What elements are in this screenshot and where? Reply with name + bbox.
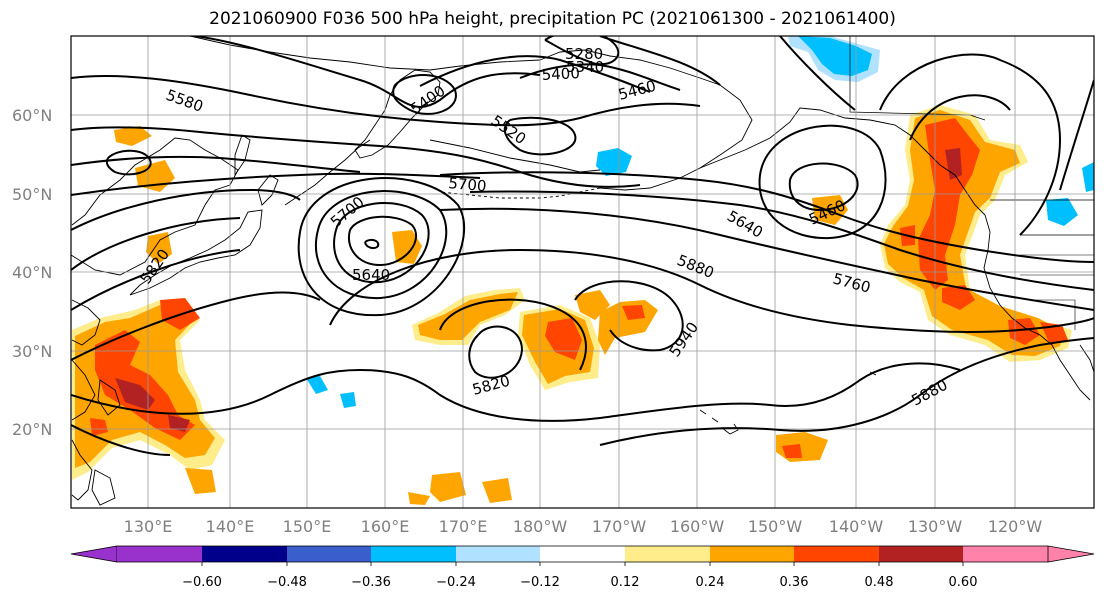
latitude-labels: 60°N 50°N 40°N 30°N 20°N — [12, 106, 52, 439]
lon-label: 140°E — [206, 517, 255, 536]
colorbar-tick-label: −0.48 — [267, 575, 307, 590]
contour-label: 5280 — [565, 45, 603, 63]
precip-fills — [72, 36, 1094, 505]
contour-label: 5880 — [908, 376, 950, 410]
lon-label: 130°W — [908, 517, 963, 536]
lon-label: 130°E — [124, 517, 173, 536]
contour-label: 5640 — [352, 266, 390, 284]
contour-label: 5700 — [448, 174, 488, 195]
colorbar-extend-low — [70, 545, 118, 563]
map-title: 2021060900 F036 500 hPa height, precipit… — [209, 9, 896, 29]
lon-label: 170°E — [439, 517, 488, 536]
lon-label: 140°W — [829, 517, 884, 536]
colorbar-swatch — [625, 546, 710, 562]
colorbar-tick-label: −0.24 — [436, 575, 476, 590]
colorbar-swatch — [540, 546, 625, 562]
contour-label: 5820 — [470, 372, 512, 399]
lat-label: 60°N — [12, 106, 52, 125]
lon-label: 160°E — [361, 517, 410, 536]
height-contours — [71, 36, 1094, 456]
colorbar-swatch — [371, 546, 456, 562]
grid — [71, 36, 1094, 508]
colorbar-tickmarks — [201, 562, 964, 566]
contour-label: 5400 — [541, 64, 580, 84]
lon-label: 120°W — [988, 517, 1043, 536]
colorbar-swatch — [963, 546, 1048, 562]
lon-label: 160°W — [670, 517, 725, 536]
colorbar-tick-label: −0.36 — [351, 575, 391, 590]
colorbar-tick-label: −0.60 — [182, 575, 222, 590]
lat-label: 50°N — [12, 185, 52, 204]
lon-label: 150°W — [748, 517, 803, 536]
colorbar-swatch — [456, 546, 540, 562]
lat-label: 40°N — [12, 263, 52, 282]
lat-label: 20°N — [12, 420, 52, 439]
colorbar-tick-label: 0.24 — [696, 575, 725, 590]
colorbar-tick-label: 0.36 — [780, 575, 809, 590]
map-frame — [70, 35, 1095, 509]
lon-label: 180°W — [513, 517, 568, 536]
contour-label: 5400 — [407, 82, 449, 119]
colorbar-tick-label: 0.12 — [611, 575, 640, 590]
longitude-labels: 130°E 140°E 150°E 160°E 170°E 180°W 170°… — [124, 517, 1043, 536]
colorbar-swatch — [117, 546, 202, 562]
colorbar-swatch — [794, 546, 879, 562]
contour-label: 5580 — [164, 86, 206, 116]
colorbar-tick-label: 0.60 — [949, 575, 978, 590]
colorbar-extend-high — [1047, 545, 1095, 563]
lon-label: 170°W — [592, 517, 647, 536]
colorbar-swatch — [202, 546, 287, 562]
coastlines — [71, 36, 1094, 506]
colorbar-tick-label: 0.48 — [865, 575, 894, 590]
lon-label: 150°E — [283, 517, 332, 536]
colorbar-swatch — [287, 546, 371, 562]
colorbar-tick-label: −0.12 — [520, 575, 560, 590]
lat-label: 30°N — [12, 342, 52, 361]
contour-label: 5340 — [566, 58, 604, 76]
contour-label: 5640 — [724, 207, 766, 242]
colorbar-swatch — [879, 546, 963, 562]
colorbar: −0.60 −0.48 −0.36 −0.24 −0.12 0.12 0.24 … — [70, 545, 1095, 590]
colorbar-swatch — [710, 546, 794, 562]
contour-label: 5760 — [831, 269, 873, 296]
